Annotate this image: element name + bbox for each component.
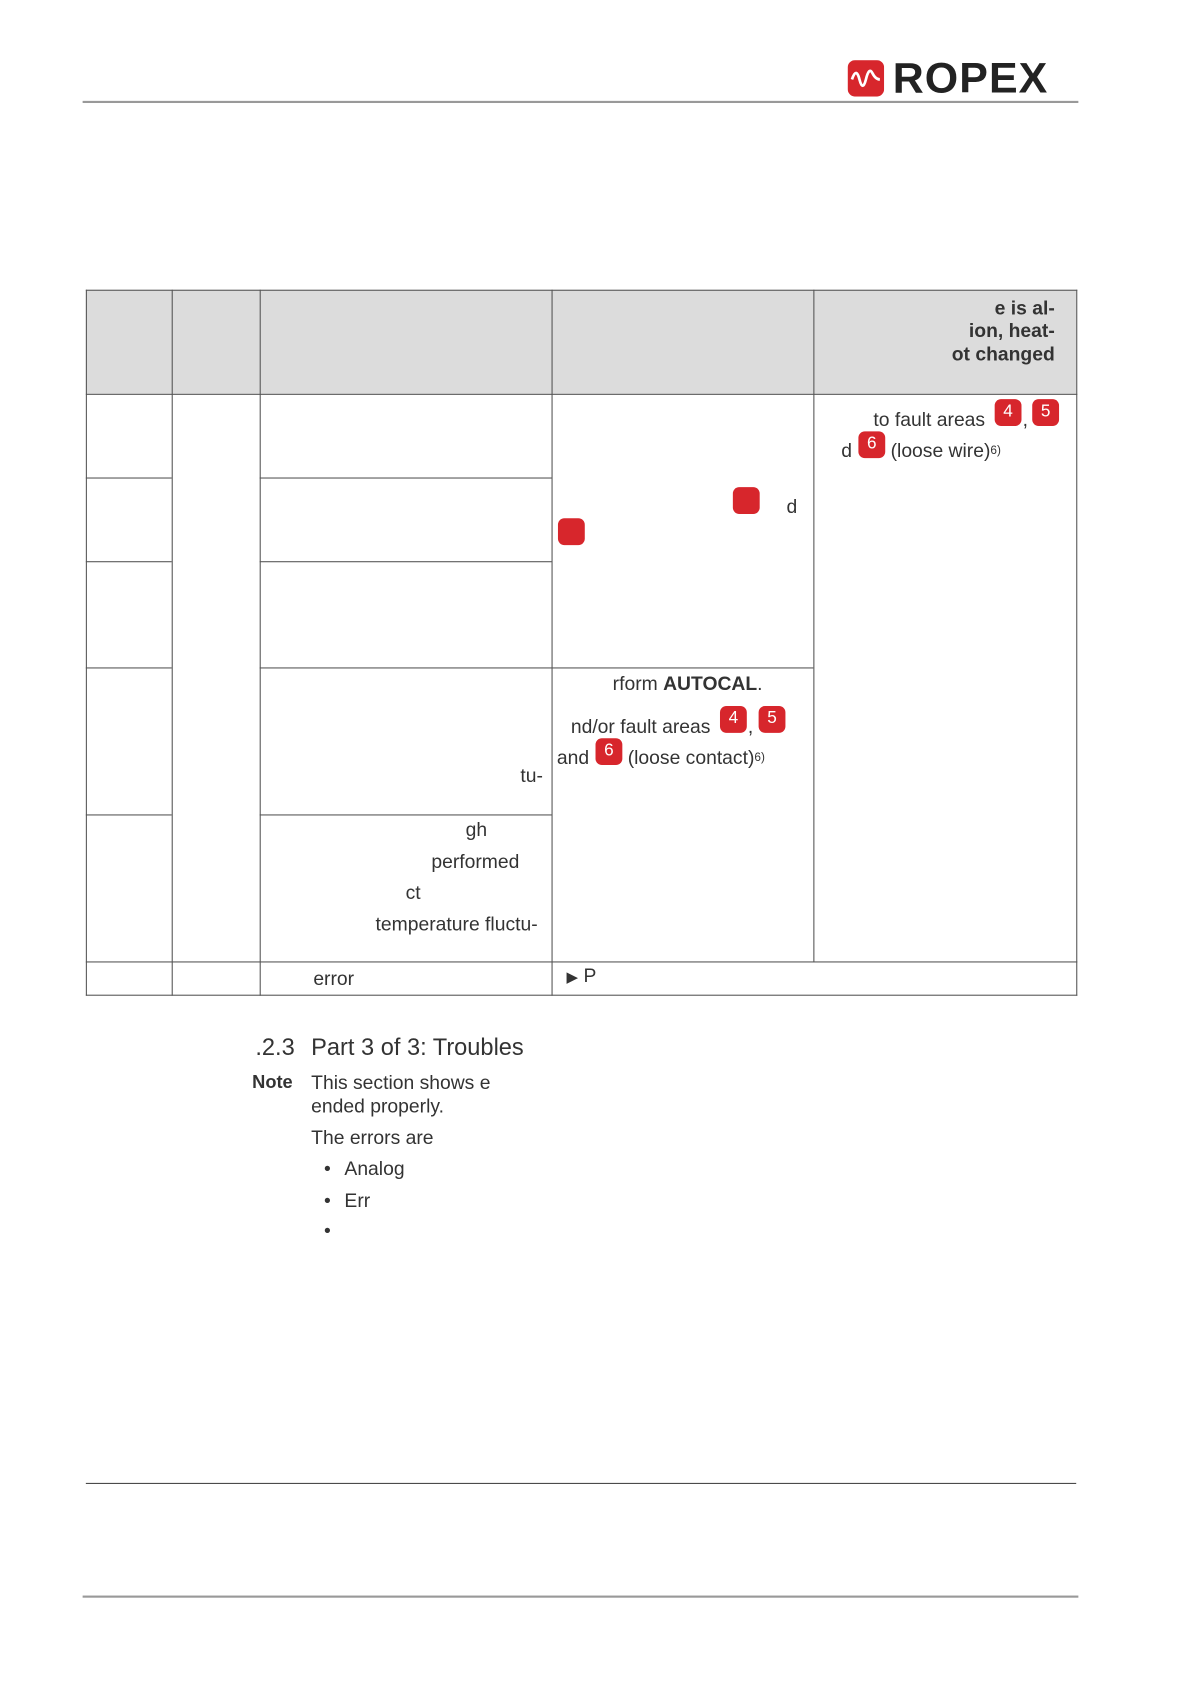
note-label: Note	[252, 1071, 293, 1093]
footnote: 6)	[990, 444, 1001, 458]
badge: 5	[1032, 399, 1060, 426]
cell-text: (loose wire)6)	[891, 440, 1001, 461]
bullet: •	[324, 1189, 331, 1212]
bullet: •	[324, 1157, 331, 1180]
logo-icon	[847, 60, 885, 97]
cell-text: rform	[612, 672, 664, 695]
cell-text: ,	[747, 715, 754, 738]
cell-text: AUTOCAL	[663, 672, 758, 695]
cell-text: to fault areas	[873, 408, 986, 431]
cell-text: temperature fluctu-	[375, 913, 538, 935]
cell-text: ,	[1022, 408, 1028, 431]
header-text: e is al-	[994, 297, 1055, 319]
table-border	[1076, 289, 1078, 996]
cell-text: ▶ P	[567, 965, 597, 988]
table-border	[259, 561, 552, 563]
section-number: .2.3	[255, 1033, 295, 1061]
logo-text: ROPEX	[892, 54, 1049, 102]
badge: 5	[758, 706, 786, 733]
table-border	[85, 289, 1078, 291]
table-border	[85, 814, 172, 816]
table-border	[85, 561, 172, 563]
table-header	[85, 289, 1077, 394]
arrow: ▶	[566, 967, 579, 986]
cell-text: gh	[465, 818, 488, 841]
table-border	[85, 289, 87, 996]
table-border	[551, 289, 553, 996]
table-border	[259, 477, 552, 479]
badge	[557, 518, 585, 546]
table-border	[85, 994, 1078, 996]
cell-text: rform AUTOCAL.	[613, 673, 763, 694]
footer-rule	[85, 1482, 1077, 1484]
cell-text: (loose contact)6)	[628, 747, 765, 768]
table-border	[259, 667, 814, 669]
badge: 4	[719, 706, 747, 733]
section-title: Part 3 of 3: Troubles	[311, 1033, 524, 1061]
footer-rule	[82, 1595, 1079, 1598]
bullet: •	[324, 1220, 331, 1242]
badge: 6	[858, 431, 886, 459]
cell-text: P	[583, 964, 597, 987]
paragraph: The errors are	[311, 1126, 434, 1149]
table-border	[85, 961, 1078, 963]
badge	[732, 487, 760, 514]
cell-text: ct	[405, 882, 421, 904]
cell-text: nd/or fault areas	[570, 715, 711, 738]
cell-text: (loose contact)	[627, 746, 755, 769]
table-border	[85, 393, 1078, 395]
cell-text: performed	[431, 850, 520, 873]
badge: 4	[994, 399, 1022, 426]
cell-text: d	[786, 495, 798, 518]
cell-text: (loose wire)	[890, 439, 991, 462]
paragraph: ended properly.	[311, 1095, 444, 1117]
table-border	[259, 814, 552, 816]
table-border	[813, 289, 815, 963]
table-border	[85, 667, 172, 669]
cell-text: .	[757, 672, 763, 695]
footnote: 6)	[754, 751, 765, 764]
table-border	[85, 477, 172, 479]
list-item: Err	[344, 1189, 371, 1212]
header-rule	[82, 100, 1079, 104]
list-item: Analog	[344, 1157, 405, 1180]
header-text: ion, heat-	[968, 319, 1055, 342]
paragraph: This section shows e	[311, 1071, 491, 1094]
table-border	[259, 289, 261, 996]
cell-text: tu-	[520, 765, 543, 787]
cell-text: and	[556, 746, 590, 769]
table-border	[171, 289, 173, 996]
header-text: ot changed	[951, 343, 1055, 365]
cell-text: error	[313, 967, 355, 990]
cell-text: d	[841, 439, 852, 462]
badge: 6	[595, 738, 623, 766]
